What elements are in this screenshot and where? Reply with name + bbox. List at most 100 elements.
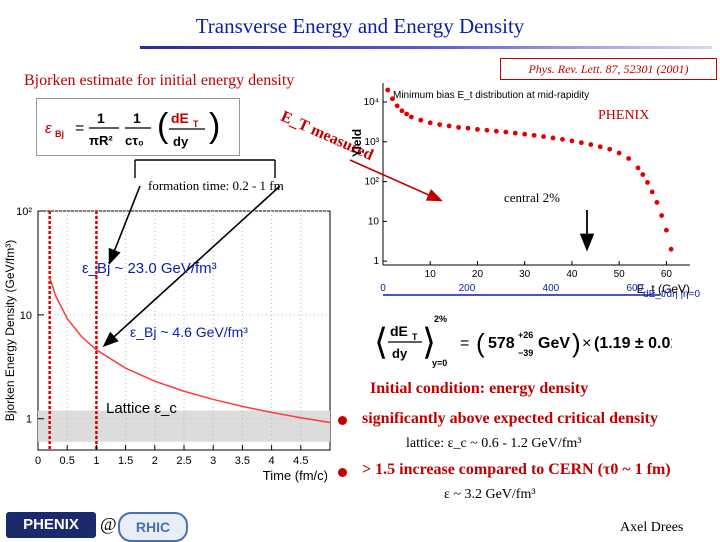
svg-text:+26: +26 xyxy=(518,330,533,340)
x-tick-label: 10 xyxy=(425,269,437,280)
svg-text:578: 578 xyxy=(488,335,515,352)
phenix-logo: PHENIX xyxy=(6,512,96,538)
data-point xyxy=(640,172,646,177)
reference-box: Phys. Rev. Lett. 87, 52301 (2001) xyxy=(500,58,717,80)
x-axis-label: E_t (GeV) xyxy=(637,282,690,296)
author: Axel Drees xyxy=(620,520,684,535)
x-tick-label: 40 xyxy=(566,269,578,280)
x-tick-label: 2.5 xyxy=(176,455,191,467)
data-point xyxy=(465,125,471,131)
data-point xyxy=(404,111,410,117)
data-point xyxy=(408,114,414,120)
x-tick-label: 4 xyxy=(269,455,275,467)
x-axis-label: Time (fm/c) xyxy=(263,468,328,483)
x-tick-label: 50 xyxy=(614,269,626,280)
energy-high-label: ε_Bj ~ 23.0 GeV/fm³ xyxy=(82,260,217,277)
bullet-1-text: significantly above expected critical de… xyxy=(362,410,658,427)
x-tick-label: 4.5 xyxy=(293,455,308,467)
data-point xyxy=(390,96,395,102)
svg-text:−39: −39 xyxy=(518,348,533,358)
data-point xyxy=(560,136,565,142)
svg-text:1: 1 xyxy=(133,110,141,126)
data-point xyxy=(418,117,424,123)
y-tick-label: 10³ xyxy=(365,137,380,148)
bullet-2-marker xyxy=(338,468,347,477)
y-axis-label: Yield xyxy=(350,129,364,157)
at-sign: @ xyxy=(100,514,117,534)
data-point xyxy=(659,213,665,218)
x-tick-label: 20 xyxy=(472,269,484,280)
svg-text:(: ( xyxy=(157,107,169,145)
slide-title: Transverse Energy and Energy Density xyxy=(195,14,525,38)
y-tick-label: 10⁴ xyxy=(364,97,379,108)
title-rule xyxy=(140,46,712,49)
x-tick-label: 30 xyxy=(519,269,531,280)
cern-epsilon: ε ~ 3.2 GeV/fm³ xyxy=(444,487,536,502)
svg-text:dy: dy xyxy=(392,346,408,361)
y-tick-label: 1 xyxy=(373,256,379,267)
y-tick-label: 10 xyxy=(20,310,32,322)
y-axis-label: Bjorken Energy Density (GeV/fm³) xyxy=(3,240,17,421)
data-point xyxy=(635,165,641,171)
right-chart-title: Minimum bias E_t distribution at mid-rap… xyxy=(393,90,589,101)
svg-text:=: = xyxy=(460,335,469,352)
x-tick-label: 60 xyxy=(661,269,673,280)
svg-text:): ) xyxy=(209,107,220,145)
data-point xyxy=(531,132,537,138)
initial-condition: Initial condition: energy density xyxy=(370,380,589,397)
x-tick-label: 1.5 xyxy=(118,455,133,467)
secondary-tick-label: 0 xyxy=(380,283,386,294)
data-point xyxy=(550,135,556,141)
energy-low-label: ε_Bj ~ 4.6 GeV/fm³ xyxy=(130,324,248,340)
data-point xyxy=(493,128,499,134)
bullet-1-marker xyxy=(338,416,347,425)
svg-text:πR²: πR² xyxy=(89,133,113,148)
data-point xyxy=(456,124,461,130)
data-point xyxy=(607,146,613,152)
data-point xyxy=(427,120,433,126)
y-tick-label: 10 xyxy=(368,216,380,227)
svg-text:): ) xyxy=(572,328,581,358)
secondary-tick-label: 200 xyxy=(459,283,476,294)
svg-text:×: × xyxy=(582,335,591,352)
bjorken-formula: ε Bj = 1 πR² 1 cτ₀ ( dE T dy ) xyxy=(45,107,220,149)
y-tick-label: 10² xyxy=(16,206,32,218)
data-point xyxy=(616,150,622,156)
data-point xyxy=(437,122,443,128)
lattice-label: Lattice ε_c xyxy=(106,400,177,417)
secondary-tick-label: 600 xyxy=(626,283,643,294)
x-tick-label: 3.5 xyxy=(235,455,250,467)
data-point xyxy=(446,123,452,129)
data-point xyxy=(663,227,669,233)
lattice-line: lattice: ε_c ~ 0.6 - 1.2 GeV/fm³ xyxy=(406,436,582,451)
y-tick-label: 10² xyxy=(365,177,380,188)
svg-text:Bj: Bj xyxy=(55,129,64,139)
data-point xyxy=(503,129,509,135)
svg-text:dE: dE xyxy=(390,323,408,339)
energy-curve xyxy=(48,277,331,424)
y-tick-label: 1 xyxy=(26,414,32,426)
data-point xyxy=(626,156,631,161)
svg-text:T: T xyxy=(412,332,418,342)
data-point xyxy=(597,144,603,150)
x-tick-label: 0.5 xyxy=(60,455,75,467)
svg-text:cτ₀: cτ₀ xyxy=(125,133,144,148)
result-formula: ⟨ dE T dy ⟩ 2% y=0 = ( 578 +26 −39 GeV )… xyxy=(372,312,685,368)
svg-text:(1.19 ± 0.01): (1.19 ± 0.01) xyxy=(594,335,672,352)
x-tick-label: 2 xyxy=(152,455,158,467)
data-point xyxy=(588,142,594,147)
data-point xyxy=(394,103,400,109)
secondary-tick-label: 400 xyxy=(543,283,560,294)
data-point xyxy=(399,108,405,114)
left-chart: 0 0.5 1 1.5 2 2.5 3 3.5 4 4.5 1 10 10² Time (fm/c) Bjo… xyxy=(3,206,331,483)
data-point xyxy=(649,189,655,195)
svg-text:⟨: ⟨ xyxy=(374,321,388,362)
data-point xyxy=(385,87,391,93)
data-point xyxy=(475,126,480,132)
svg-text:ε: ε xyxy=(45,120,52,137)
data-point xyxy=(512,130,518,136)
x-tick-label: 1 xyxy=(93,455,99,467)
formation-time-label: formation time: 0.2 - 1 fm xyxy=(148,178,284,193)
secondary-axis-label: dE_t/dη |η=0 xyxy=(643,289,700,300)
data-point xyxy=(645,180,650,185)
